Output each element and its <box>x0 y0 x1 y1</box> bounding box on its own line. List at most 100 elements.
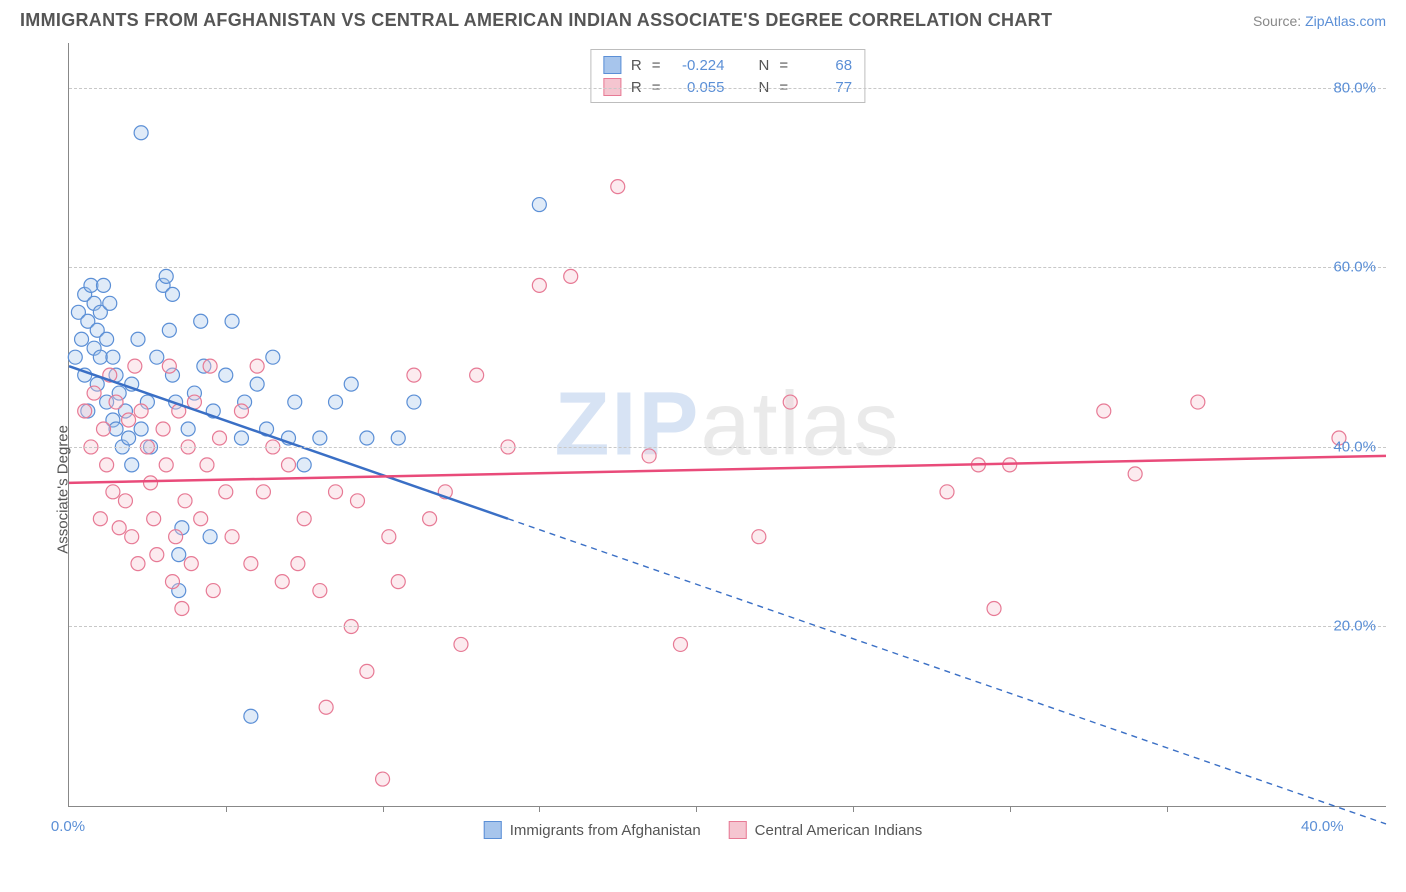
x-tick <box>1010 806 1011 812</box>
data-point-afghanistan <box>250 377 264 391</box>
data-point-afghanistan <box>134 422 148 436</box>
data-point-afghanistan <box>297 458 311 472</box>
data-point-central_american <box>96 422 110 436</box>
data-point-central_american <box>156 422 170 436</box>
legend-label: Immigrants from Afghanistan <box>510 822 701 839</box>
plot-area: ZIPatlas Associate's Degree R=-0.224N=68… <box>68 43 1386 807</box>
source-label: Source: <box>1253 13 1301 29</box>
gridline-horizontal <box>69 447 1386 448</box>
x-tick <box>226 806 227 812</box>
legend-series: Immigrants from Afghanistan Central Ameri… <box>484 821 923 839</box>
data-point-central_american <box>144 476 158 490</box>
data-point-central_american <box>256 485 270 499</box>
source-link[interactable]: ZipAtlas.com <box>1305 13 1386 29</box>
legend-R-label: R <box>631 57 642 74</box>
data-point-afghanistan <box>344 377 358 391</box>
y-tick-label: 80.0% <box>1333 79 1376 96</box>
data-point-central_american <box>206 584 220 598</box>
data-point-afghanistan <box>84 278 98 292</box>
regression-line-afghanistan <box>69 366 508 519</box>
data-point-central_american <box>87 386 101 400</box>
data-point-central_american <box>109 395 123 409</box>
y-tick-label: 40.0% <box>1333 438 1376 455</box>
data-point-afghanistan <box>109 422 123 436</box>
regression-line-extrapolated-afghanistan <box>508 519 1386 824</box>
legend-N-label: N <box>759 57 770 74</box>
plot-svg <box>69 43 1386 806</box>
data-point-central_american <box>275 575 289 589</box>
legend-N-value: 68 <box>798 57 852 74</box>
data-point-central_american <box>642 449 656 463</box>
data-point-afghanistan <box>96 278 110 292</box>
legend-swatch <box>603 56 621 74</box>
legend-eq: = <box>779 57 788 74</box>
data-point-central_american <box>329 485 343 499</box>
data-point-central_american <box>376 772 390 786</box>
data-point-central_american <box>203 359 217 373</box>
data-point-afghanistan <box>234 431 248 445</box>
data-point-central_american <box>118 494 132 508</box>
data-point-central_american <box>391 575 405 589</box>
data-point-afghanistan <box>203 530 217 544</box>
data-point-afghanistan <box>125 458 139 472</box>
data-point-central_american <box>532 278 546 292</box>
data-point-afghanistan <box>159 269 173 283</box>
legend-item-central_american: Central American Indians <box>729 821 923 839</box>
data-point-afghanistan <box>266 350 280 364</box>
data-point-afghanistan <box>93 350 107 364</box>
data-point-afghanistan <box>172 548 186 562</box>
data-point-central_american <box>470 368 484 382</box>
data-point-afghanistan <box>219 368 233 382</box>
data-point-afghanistan <box>194 314 208 328</box>
data-point-central_american <box>1097 404 1111 418</box>
data-point-central_american <box>987 602 1001 616</box>
data-point-central_american <box>250 359 264 373</box>
data-point-central_american <box>244 557 258 571</box>
data-point-central_american <box>78 404 92 418</box>
data-point-central_american <box>159 458 173 472</box>
x-tick <box>539 806 540 812</box>
x-tick <box>383 806 384 812</box>
gridline-horizontal <box>69 267 1386 268</box>
x-tick-label: 0.0% <box>51 818 85 835</box>
data-point-central_american <box>783 395 797 409</box>
legend-swatch <box>484 821 502 839</box>
data-point-central_american <box>128 359 142 373</box>
data-point-central_american <box>165 575 179 589</box>
data-point-afghanistan <box>244 709 258 723</box>
correlation-chart: ZIPatlas Associate's Degree R=-0.224N=68… <box>20 37 1386 847</box>
x-tick <box>1167 806 1168 812</box>
data-point-afghanistan <box>122 431 136 445</box>
data-point-central_american <box>169 530 183 544</box>
data-point-central_american <box>313 584 327 598</box>
data-point-central_american <box>319 700 333 714</box>
data-point-central_american <box>93 512 107 526</box>
gridline-horizontal <box>69 88 1386 89</box>
data-point-afghanistan <box>75 332 89 346</box>
data-point-central_american <box>106 485 120 499</box>
data-point-central_american <box>752 530 766 544</box>
data-point-afghanistan <box>150 350 164 364</box>
data-point-afghanistan <box>391 431 405 445</box>
data-point-central_american <box>297 512 311 526</box>
data-point-central_american <box>147 512 161 526</box>
data-point-central_american <box>1191 395 1205 409</box>
data-point-central_american <box>125 530 139 544</box>
y-tick-label: 20.0% <box>1333 618 1376 635</box>
data-point-central_american <box>234 404 248 418</box>
legend-stats-row-afghanistan: R=-0.224N=68 <box>603 54 852 76</box>
data-point-central_american <box>178 494 192 508</box>
data-point-afghanistan <box>162 323 176 337</box>
data-point-central_american <box>282 458 296 472</box>
data-point-afghanistan <box>131 332 145 346</box>
data-point-central_american <box>564 269 578 283</box>
x-tick <box>696 806 697 812</box>
data-point-central_american <box>423 512 437 526</box>
data-point-central_american <box>194 512 208 526</box>
data-point-central_american <box>291 557 305 571</box>
data-point-central_american <box>407 368 421 382</box>
data-point-afghanistan <box>360 431 374 445</box>
data-point-central_american <box>112 521 126 535</box>
data-point-central_american <box>940 485 954 499</box>
data-point-central_american <box>184 557 198 571</box>
